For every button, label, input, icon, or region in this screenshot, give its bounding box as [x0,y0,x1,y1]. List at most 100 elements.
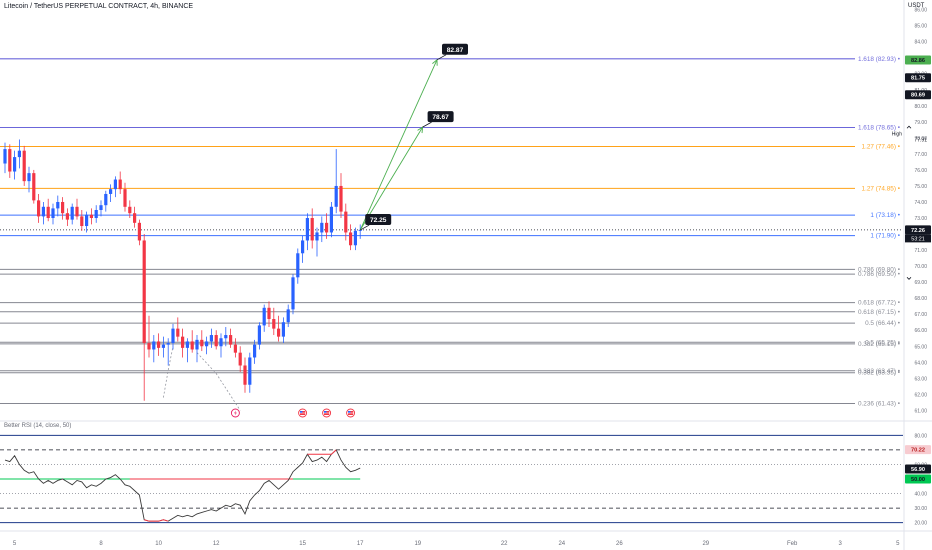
fib-level-label: 1 (73.18) • [870,212,900,219]
candle-body [185,341,189,348]
time-axis-tick: 29 [702,541,709,547]
candle-body [329,206,333,233]
time-axis-tick: 22 [501,541,508,547]
candle-body [157,341,161,348]
candle-body [3,149,7,164]
price-axis-tick: 75.00 [914,184,927,190]
candle-body [233,344,237,353]
price-axis-tag [905,73,931,83]
chevron-up-icon [906,125,912,129]
candle-body [248,357,252,385]
price-axis-tag [905,225,931,235]
candle-body [161,344,165,348]
fib-level-label: 1.27 (77.46) • [862,144,900,151]
time-axis-tick: Feb [787,541,798,547]
rsi-indicator-title: Better RSI (14, close, 50) [4,423,72,429]
price-axis-tick: 86.00 [914,8,927,14]
rsi-axis-tick: 30.00 [914,506,927,512]
flag-icon-canton [300,411,303,413]
candle-body [281,322,285,337]
candle-body [272,319,276,329]
projection-arrow [359,126,423,231]
candle-body [123,189,127,207]
candle-body [334,185,338,207]
candle-body [358,229,362,231]
time-axis-tick: 19 [414,541,421,547]
candle-body [320,222,324,233]
projection-callout-label: 82.87 [447,47,464,54]
price-axis-tick: 64.00 [914,360,927,366]
candle-body [253,344,257,358]
projection-callout-label: 78.67 [432,114,449,121]
candle-body [152,341,156,350]
price-axis-tag-label: 81.75 [911,76,925,82]
candle-body [133,213,137,223]
candle-body [349,232,353,246]
candle-body [99,205,103,210]
price-axis-tick: 65.00 [914,344,927,350]
candle-body [56,201,60,209]
symbol-title: Litecoin / TetherUS PERPETUAL CONTRACT, … [4,3,194,10]
time-axis-tick: 10 [155,541,162,547]
currency-label: USDT [908,3,925,9]
time-axis-tick: 17 [357,541,364,547]
candle-body [109,189,113,194]
lightning-icon [234,410,237,416]
candle-body [277,328,281,337]
price-axis-tick: 71.00 [914,248,927,254]
price-axis-tick: 61.00 [914,408,927,414]
candle-body [190,341,194,350]
fib-level-label: 0.786 (69.80) • [858,266,900,273]
candle-body [8,149,12,172]
rsi-axis-tick: 40.00 [914,492,927,498]
drawing-path [196,352,241,411]
price-axis-tick: 62.00 [914,392,927,398]
candle-body [243,365,247,385]
price-axis-tag-label: 82.86 [911,58,925,64]
time-axis-tick: 3 [839,541,843,547]
fib-level-label: 0.382 (65.15) • [858,341,900,348]
rsi-axis-tick: 20.00 [914,521,927,527]
rsi-axis-tag-label: 50.00 [911,477,925,483]
candle-body [142,240,146,344]
projection-callout-label: 72.25 [370,217,387,224]
candle-body [147,343,151,350]
callout-pointer [422,121,432,128]
fib-level-label: 1.27 (74.85) • [862,185,900,192]
candle-body [267,307,271,320]
fib-level-label: 0.5 (66.44) • [865,320,900,327]
time-axis-tick: 15 [299,541,306,547]
price-axis-tick: 79.00 [914,120,927,126]
candle-body [229,335,233,345]
fib-level-label: 0.786 (69.50) • [858,271,900,278]
candle-body [214,335,218,347]
candle-body [310,218,314,241]
candle-body [89,214,93,219]
chevron-down-icon [906,277,912,280]
candle-body [200,339,204,347]
candle-body [17,150,21,158]
rsi-axis-tag-label: 70.22 [911,448,925,454]
candle-body [291,277,295,310]
callout-pointer [360,224,370,231]
candle-body [137,222,141,241]
price-axis-tick: 68.00 [914,296,927,302]
projection-callout [442,43,468,55]
fib-level-label: 1.618 (78.65) • [858,124,900,131]
fib-level-label: 0.618 (67.15) • [858,309,900,316]
high-marker-value: 77.91 [914,137,927,143]
fib-level-label: 1.618 (82.93) • [858,56,900,63]
time-axis-tick: 26 [616,541,623,547]
candle-body [13,157,17,172]
candle-body [176,328,180,337]
candle-body [128,206,132,214]
price-axis-tick: 73.00 [914,216,927,222]
projection-arrow-head [417,126,424,134]
price-axis-tag [905,90,931,100]
candle-body [37,200,41,217]
price-axis-tick: 78.00 [914,136,927,142]
rsi-axis-tick: 80.00 [914,433,927,439]
flag-icon-canton [348,411,351,413]
candle-body [166,343,170,345]
